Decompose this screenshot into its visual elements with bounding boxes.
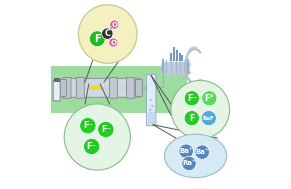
Circle shape <box>84 138 100 155</box>
Circle shape <box>150 99 151 101</box>
Text: F⁻: F⁻ <box>101 125 111 134</box>
Bar <box>51 66 187 113</box>
FancyBboxPatch shape <box>63 77 71 98</box>
Text: F⁻: F⁻ <box>83 121 93 130</box>
Circle shape <box>182 156 196 171</box>
Bar <box>54 78 59 81</box>
Circle shape <box>98 121 114 138</box>
Circle shape <box>149 109 151 111</box>
Ellipse shape <box>164 134 227 178</box>
FancyBboxPatch shape <box>126 77 134 98</box>
FancyBboxPatch shape <box>146 75 156 126</box>
Circle shape <box>195 145 210 159</box>
Circle shape <box>184 111 199 126</box>
Circle shape <box>89 31 105 47</box>
Text: F°: F° <box>205 94 214 103</box>
FancyBboxPatch shape <box>76 77 84 98</box>
Text: BaF: BaF <box>203 116 215 121</box>
Circle shape <box>201 111 217 126</box>
Circle shape <box>202 91 217 106</box>
FancyBboxPatch shape <box>53 81 60 101</box>
Circle shape <box>64 104 130 170</box>
Text: Ra⁺: Ra⁺ <box>182 160 196 167</box>
Text: F: F <box>94 34 101 44</box>
Circle shape <box>102 28 113 39</box>
Text: C: C <box>104 29 110 38</box>
Circle shape <box>171 80 230 139</box>
FancyBboxPatch shape <box>60 79 67 96</box>
Text: O: O <box>111 22 117 28</box>
Circle shape <box>109 38 118 47</box>
Circle shape <box>110 20 119 29</box>
Text: F⁻: F⁻ <box>187 94 197 103</box>
FancyBboxPatch shape <box>62 78 140 97</box>
Circle shape <box>78 5 137 63</box>
Text: Ba⁺: Ba⁺ <box>179 148 193 154</box>
Text: Ba⁺: Ba⁺ <box>195 149 209 155</box>
Circle shape <box>184 91 199 106</box>
Circle shape <box>152 105 153 107</box>
Text: F⁻: F⁻ <box>87 142 97 151</box>
Circle shape <box>80 118 96 134</box>
FancyBboxPatch shape <box>136 79 142 96</box>
FancyBboxPatch shape <box>109 77 117 98</box>
Circle shape <box>179 144 193 158</box>
Text: O: O <box>110 40 116 46</box>
Text: F: F <box>189 114 195 123</box>
